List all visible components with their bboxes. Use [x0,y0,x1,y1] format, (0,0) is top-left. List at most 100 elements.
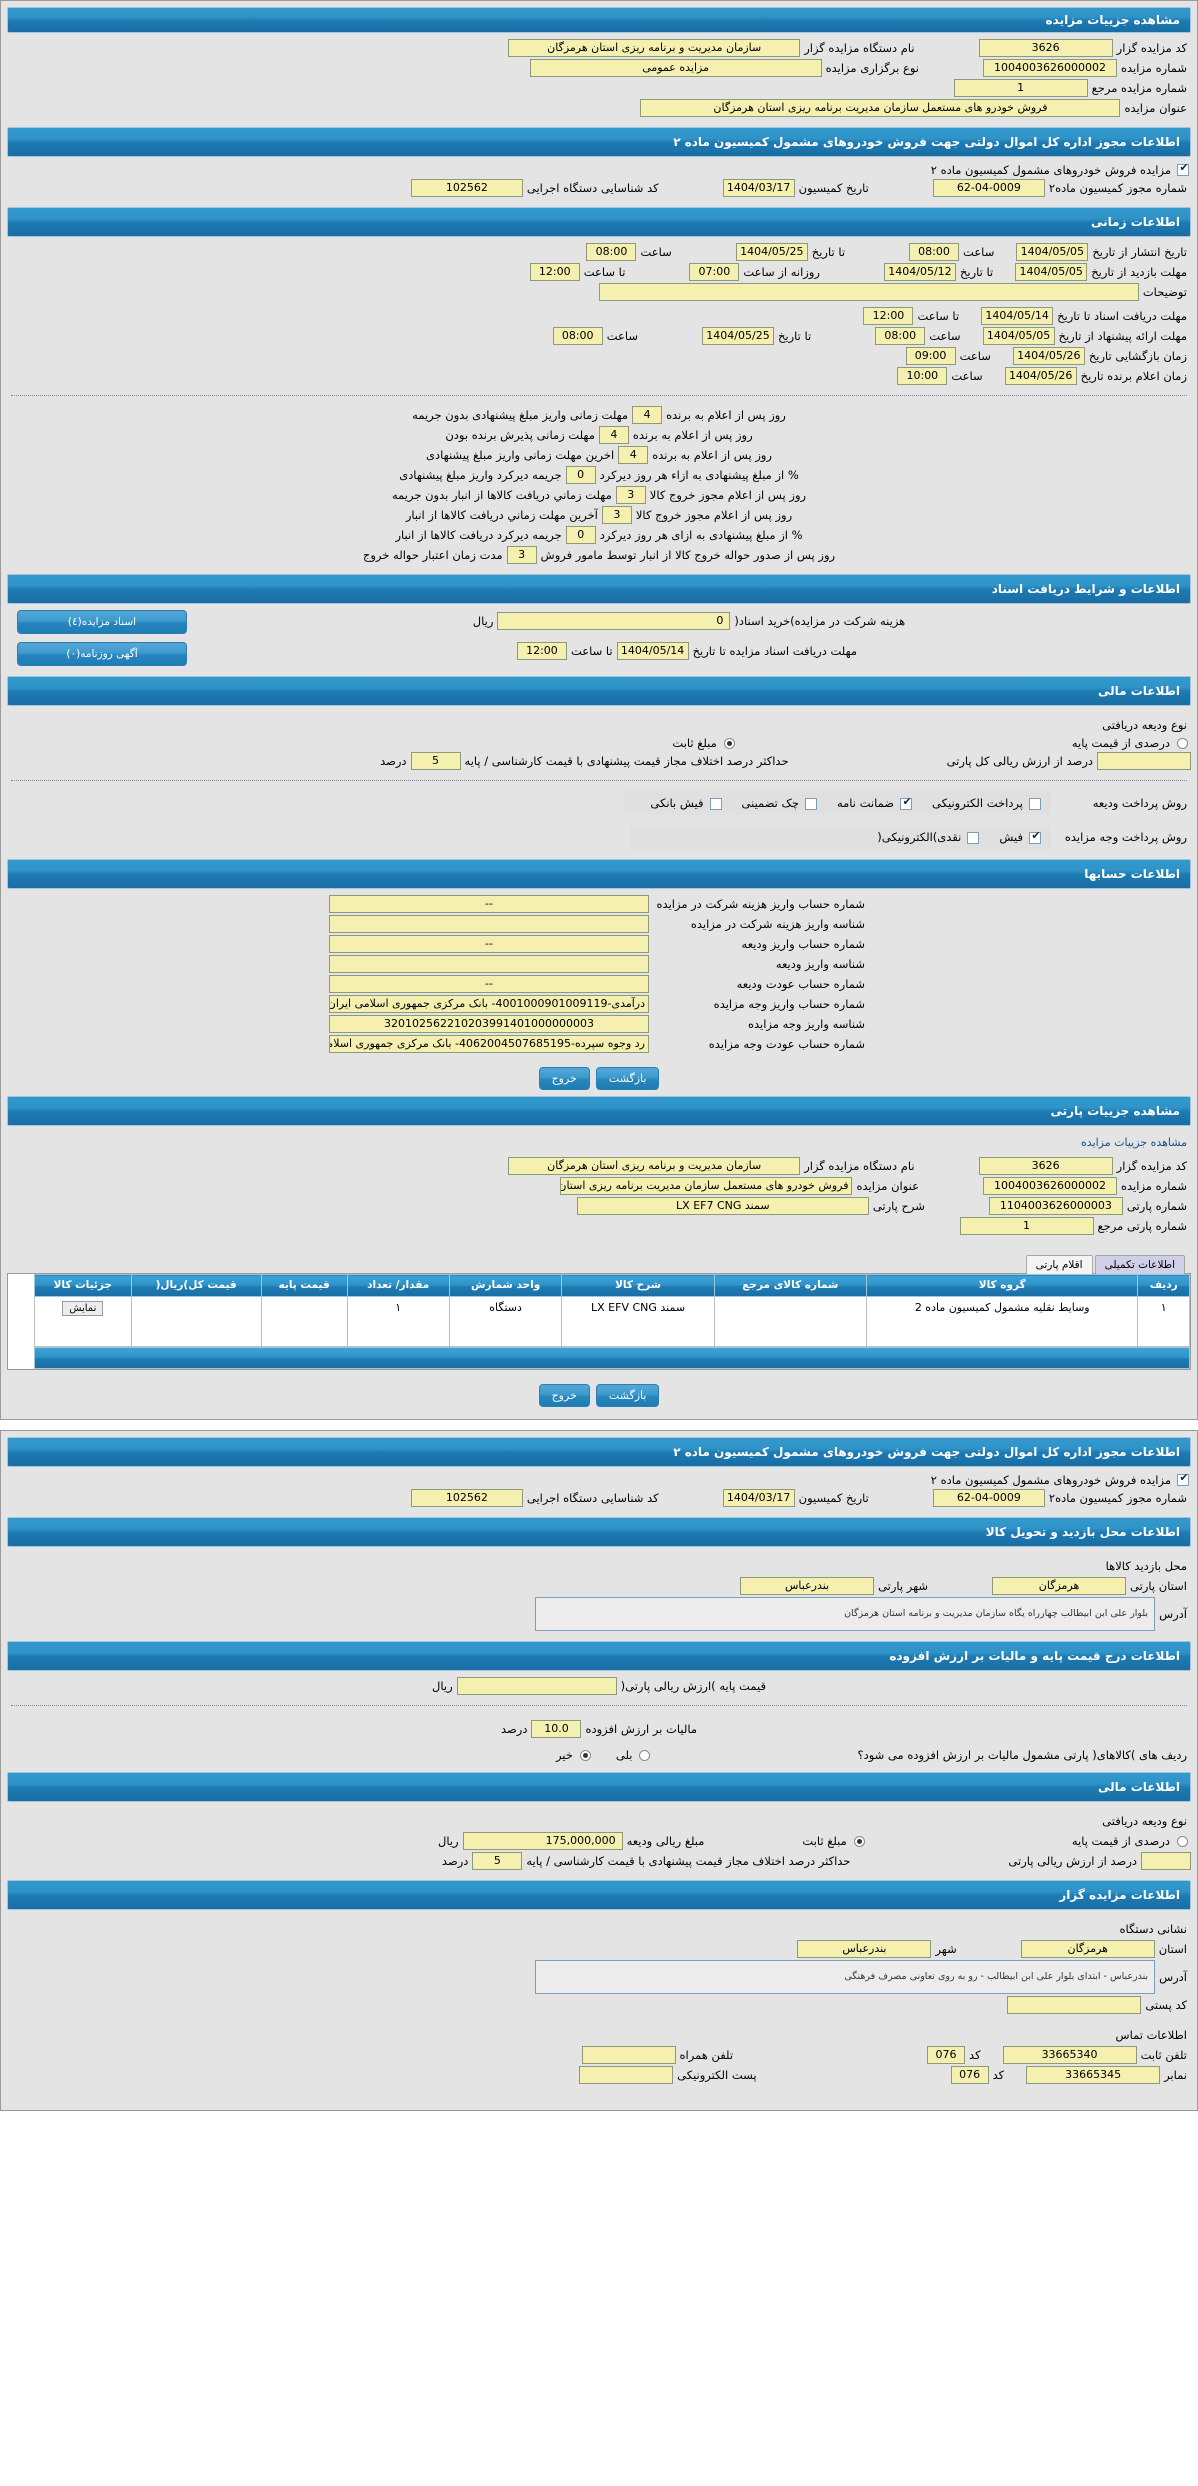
permit-checkbox[interactable] [1177,161,1190,176]
field-publish-to-time[interactable]: 08:00 [586,243,637,261]
deposit-method-checkbox[interactable] [900,795,913,810]
field-phone-code[interactable]: 076 [927,2046,966,2065]
field-offer-to-time[interactable]: 08:00 [552,327,603,345]
field-party-percent-of-party[interactable] [1141,1852,1191,1871]
field-visit-city[interactable]: بندرعباس [740,1577,875,1596]
field-auction-number[interactable]: 1004003626000002 [983,59,1117,77]
show-details-button[interactable]: نمایش [62,1301,104,1317]
radio-party-fixed-amount[interactable] [853,1835,865,1847]
field-doc-deadline-date[interactable]: 1404/05/14 [616,642,689,660]
field-timing-notes[interactable] [598,283,1139,301]
field-auction-org[interactable]: سازمان مدیریت و برنامه ریزی استان هرمزگا… [508,39,801,57]
field-party-desc[interactable]: سمند LX EF7 CNG [576,1197,869,1215]
field-docs-deadline-time[interactable]: 12:00 [863,307,914,325]
field-party-title[interactable]: فروش خودرو های مستعمل سازمان مدیریت برنا… [560,1177,853,1195]
deposit-method-checkbox[interactable] [1029,797,1041,810]
field-permit-no-2[interactable]: 62-04-0009 [932,1489,1045,1508]
field-auction-type[interactable]: مزایده عمومی [529,59,822,77]
field-exec-org-id[interactable]: 102562 [410,179,523,197]
field-visit-address[interactable]: بلوار علی ابن ابیطالب چهارراه یگاه سازما… [535,1597,1156,1632]
field-mobile[interactable] [581,2046,676,2065]
permit-checkbox-2[interactable] [1177,1471,1190,1487]
deposit-method-checkbox[interactable] [804,797,817,810]
field-auction-ref-number[interactable]: 1 [953,79,1088,97]
deadline-value[interactable]: 3 [506,546,537,564]
field-opening-time[interactable]: 09:00 [905,347,956,365]
deadline-value[interactable]: 3 [601,506,632,524]
deadline-value[interactable]: 4 [598,426,629,444]
field-fax[interactable]: 33665345 [1026,2066,1161,2085]
field-publish-to-date[interactable]: 1404/05/25 [735,243,808,261]
field-doc-deadline-time[interactable]: 12:00 [516,642,567,660]
account-value[interactable]: -- [329,935,649,953]
tab-supplementary-info[interactable]: اطلاعات تکمیلی [1094,1255,1185,1274]
field-winner-announce-date[interactable]: 1404/05/26 [1004,367,1077,385]
field-opening-date[interactable]: 1404/05/26 [1012,347,1085,365]
field-visit-from-date[interactable]: 1404/05/05 [1015,263,1088,281]
field-deposit-amount[interactable]: 175,000,000 [462,1832,623,1851]
field-exec-org-id-2[interactable]: 102562 [410,1489,523,1508]
field-phone[interactable]: 33665340 [1002,2046,1137,2065]
field-permit-no[interactable]: 62-04-0009 [932,179,1045,197]
back-button-2[interactable]: بازگشت [595,1384,660,1408]
field-offer-from-date[interactable]: 1404/05/05 [982,327,1055,345]
field-max-diff[interactable]: 5 [410,752,461,770]
field-auction-title[interactable]: فروش خودرو های مستعمل سازمان مدیریت برنا… [640,99,1121,117]
field-offer-to-date[interactable]: 1404/05/25 [702,327,774,345]
payment-method-checkbox[interactable] [967,831,980,844]
auction-documents-button[interactable]: اسناد مزایده(٤) [17,610,187,634]
deadline-value[interactable]: 3 [615,486,646,504]
back-button[interactable]: بازگشت [595,1067,660,1090]
deadline-value[interactable]: 4 [632,406,663,424]
field-auctioneer-address[interactable]: بندرعباس - ابتدای بلوار علی ابن ابیطالب … [535,1960,1156,1995]
field-party-auction-number[interactable]: 1004003626000002 [983,1177,1117,1195]
deadline-value[interactable]: 0 [565,526,596,544]
deadline-value[interactable]: 4 [618,446,649,464]
field-publish-from-date[interactable]: 1404/05/05 [1016,243,1089,261]
field-commission-date[interactable]: 1404/03/17 [722,179,795,197]
field-party-ref-number[interactable]: 1 [959,1217,1094,1235]
radio-vat-no[interactable] [579,1749,591,1761]
field-docs-deadline-date[interactable]: 1404/05/14 [981,307,1054,325]
field-party-number[interactable]: 1104003626000003 [988,1197,1123,1215]
payment-method-checkbox[interactable] [1029,829,1042,844]
radio-fixed-amount[interactable] [723,737,735,749]
newspaper-ads-button[interactable]: آگهی روزنامه(٠) [17,642,187,666]
field-visit-daily-from[interactable]: 07:00 [689,263,740,281]
field-commission-date-2[interactable]: 1404/03/17 [722,1489,795,1508]
field-visit-daily-to[interactable]: 12:00 [529,263,580,281]
radio-party-percent-of-base[interactable] [1177,1835,1188,1847]
field-auctioneer-postal[interactable] [1007,1996,1142,2015]
field-visit-to-date[interactable]: 1404/05/12 [883,263,956,281]
field-winner-announce-time[interactable]: 10:00 [897,367,948,385]
field-offer-from-time[interactable]: 08:00 [875,327,926,345]
field-party-max-diff[interactable]: 5 [472,1852,523,1871]
field-doc-fee[interactable]: 0 [497,612,731,630]
field-auctioneer-province[interactable]: هرمزگان [1020,1940,1155,1959]
account-value[interactable] [329,915,649,933]
field-vat[interactable]: 10.0 [531,1720,582,1739]
field-publish-from-time[interactable]: 08:00 [909,243,960,261]
field-base-price[interactable] [456,1677,617,1696]
field-party-code[interactable]: 3626 [978,1157,1113,1175]
field-party-org[interactable]: سازمان مدیریت و برنامه ریزی استان هرمزگا… [508,1157,801,1175]
field-visit-province[interactable]: هرمزگان [992,1577,1127,1596]
deposit-method-checkbox[interactable] [709,797,722,810]
field-percent-of-party[interactable] [1097,752,1191,770]
account-value[interactable] [329,955,649,973]
exit-button-2[interactable]: خروج [538,1384,590,1408]
field-auction-code[interactable]: 3626 [978,39,1113,57]
account-value[interactable]: -- [329,895,649,913]
field-email[interactable] [579,2066,674,2085]
field-auctioneer-city[interactable]: بندرعباس [797,1940,932,1959]
field-fax-code[interactable]: 076 [950,2066,989,2085]
tab-party-items[interactable]: اقلام پارتی [1025,1255,1093,1274]
account-value[interactable]: رد وجوه سپرده-4062004507685195- بانک مرک… [329,1035,649,1053]
account-value[interactable]: 320102562210203991401000000003 [329,1015,649,1033]
exit-button[interactable]: خروج [538,1067,590,1090]
account-value[interactable]: -- [329,975,649,993]
radio-percent-of-base[interactable] [1177,737,1188,749]
radio-vat-yes[interactable] [639,1749,651,1761]
account-value[interactable]: درآمدی-4001000901009119- بانک مرکزی جمهو… [329,995,649,1013]
deadline-value[interactable]: 0 [565,466,596,484]
